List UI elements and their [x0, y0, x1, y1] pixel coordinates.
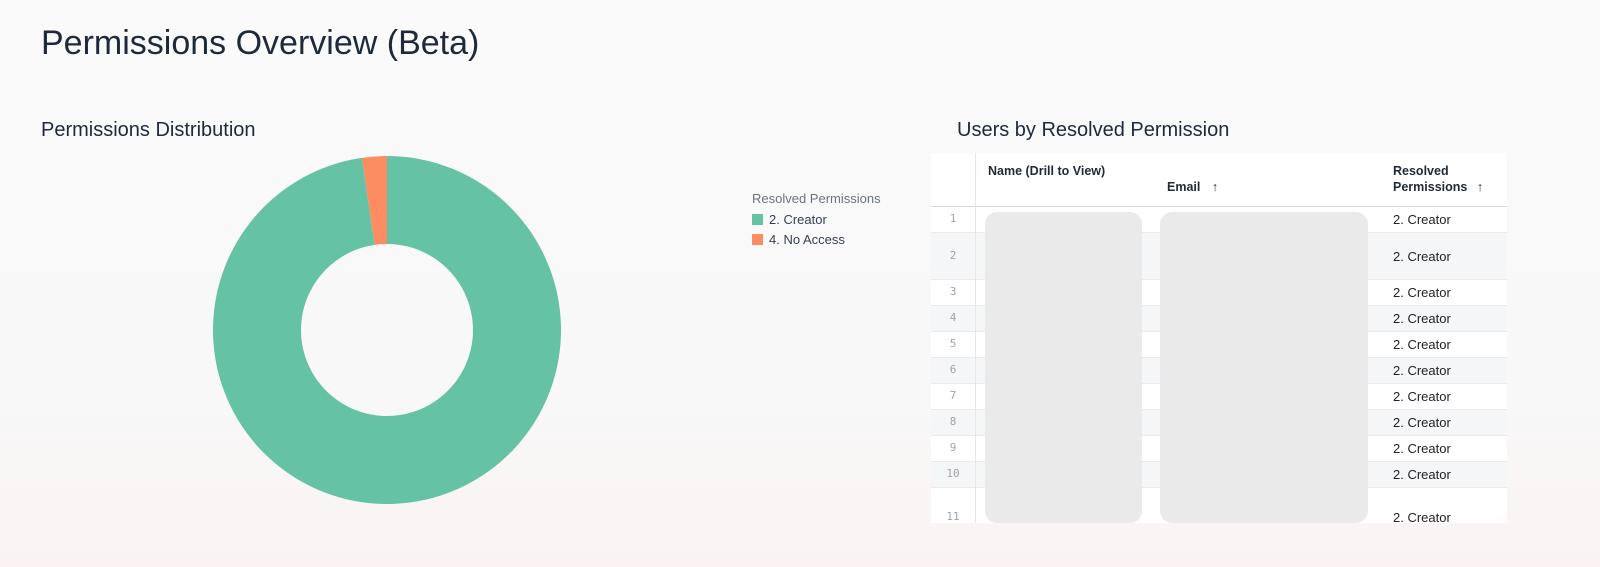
- users-table: Name (Drill to View) Email ↑ Resolved Pe…: [931, 153, 1507, 523]
- legend: Resolved Permissions 2. Creator 4. No Ac…: [752, 191, 881, 252]
- row-index: 8: [949, 415, 957, 428]
- row-index: 10: [946, 467, 960, 480]
- row-index: 2: [949, 249, 957, 262]
- legend-swatch: [752, 214, 763, 225]
- table-header: Name (Drill to View) Email ↑ Resolved Pe…: [931, 153, 1507, 207]
- column-header-permissions[interactable]: Resolved Permissions ↑: [1393, 164, 1484, 194]
- permission-cell: 2. Creator: [1393, 285, 1451, 300]
- redacted-emails: [1160, 212, 1368, 523]
- permission-cell: 2. Creator: [1393, 363, 1451, 378]
- legend-swatch: [752, 234, 763, 245]
- permission-cell: 2. Creator: [1393, 415, 1451, 430]
- permission-cell: 2. Creator: [1393, 467, 1451, 482]
- redacted-names: [985, 212, 1142, 523]
- column-header-name[interactable]: Name (Drill to View): [988, 164, 1106, 178]
- row-index: 3: [949, 285, 957, 298]
- row-index: 1: [949, 212, 957, 225]
- row-index: 7: [949, 389, 957, 402]
- row-index: 11: [946, 510, 960, 523]
- donut-slice-4-no-access[interactable]: [361, 156, 387, 245]
- row-index: 4: [949, 311, 957, 324]
- permission-cell: 2. Creator: [1393, 510, 1451, 523]
- legend-title: Resolved Permissions: [752, 191, 881, 206]
- page-title: Permissions Overview (Beta): [41, 24, 480, 62]
- arrow-up-icon: ↑: [1211, 180, 1219, 194]
- table-row[interactable]: 11 2. Creator: [931, 488, 1507, 523]
- permission-cell: 2. Creator: [1393, 311, 1451, 326]
- donut-chart: [213, 156, 561, 504]
- permission-cell: 2. Creator: [1393, 249, 1451, 264]
- permission-cell: 2. Creator: [1393, 212, 1451, 227]
- legend-item-no-access[interactable]: 4. No Access: [752, 232, 881, 247]
- legend-item-creator[interactable]: 2. Creator: [752, 212, 881, 227]
- permission-cell: 2. Creator: [1393, 337, 1451, 352]
- arrow-up-icon: ↑: [1476, 180, 1484, 194]
- permission-cell: 2. Creator: [1393, 389, 1451, 404]
- index-divider: [975, 153, 976, 523]
- table-title: Users by Resolved Permission: [957, 119, 1230, 141]
- row-index: 6: [949, 363, 957, 376]
- column-header-email[interactable]: Email ↑: [1167, 180, 1219, 194]
- row-index: 9: [949, 441, 957, 454]
- permission-cell: 2. Creator: [1393, 441, 1451, 456]
- donut-slice-2-creator[interactable]: [213, 156, 561, 504]
- row-index: 5: [949, 337, 957, 350]
- chart-title: Permissions Distribution: [41, 119, 256, 141]
